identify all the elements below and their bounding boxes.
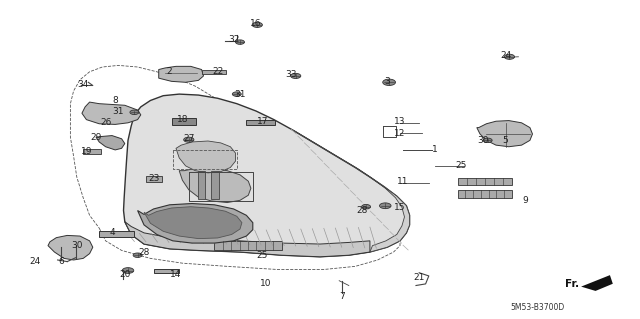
Text: 30: 30 [71, 241, 83, 250]
Bar [458, 190, 512, 198]
Text: 24: 24 [500, 51, 511, 60]
Polygon shape [477, 121, 532, 147]
Text: 28: 28 [138, 248, 150, 256]
Text: 12: 12 [394, 130, 406, 138]
Text: 5: 5 [503, 136, 508, 145]
Bar [458, 178, 512, 185]
Polygon shape [179, 168, 251, 203]
Bar [154, 269, 179, 273]
Bar [246, 120, 275, 125]
Circle shape [483, 138, 492, 143]
Text: 14: 14 [170, 270, 182, 279]
Text: 18: 18 [177, 115, 188, 124]
Text: 32: 32 [228, 35, 239, 44]
Text: 27: 27 [183, 134, 195, 143]
Polygon shape [581, 275, 613, 291]
Text: 9: 9 [522, 197, 527, 205]
Polygon shape [176, 141, 236, 173]
Polygon shape [198, 171, 205, 199]
Circle shape [504, 54, 515, 59]
Polygon shape [291, 129, 410, 252]
Text: 5M53-B3700D: 5M53-B3700D [511, 303, 564, 312]
Text: 8: 8 [113, 96, 118, 105]
Text: 21: 21 [413, 273, 425, 282]
Text: 20: 20 [119, 270, 131, 279]
Bar [202, 70, 226, 74]
Text: 10: 10 [260, 279, 271, 288]
Text: 25: 25 [257, 251, 268, 260]
Text: 15: 15 [394, 203, 406, 212]
Polygon shape [82, 102, 141, 124]
Polygon shape [96, 136, 125, 150]
Circle shape [133, 253, 142, 257]
Text: 19: 19 [81, 147, 92, 156]
Circle shape [362, 204, 371, 209]
Text: 2: 2 [167, 67, 172, 76]
Circle shape [236, 40, 244, 44]
Circle shape [130, 110, 139, 115]
Text: 7: 7 [340, 292, 345, 301]
Text: 11: 11 [397, 177, 409, 186]
Circle shape [291, 73, 301, 78]
Text: 25: 25 [455, 161, 467, 170]
Text: 33: 33 [285, 70, 297, 79]
Polygon shape [138, 204, 253, 243]
Text: 30: 30 [477, 136, 489, 145]
Text: 13: 13 [394, 117, 406, 126]
Text: 22: 22 [212, 67, 223, 76]
Circle shape [383, 79, 396, 85]
Circle shape [232, 92, 241, 96]
Circle shape [122, 268, 134, 273]
Text: 31: 31 [113, 107, 124, 116]
Polygon shape [48, 235, 93, 260]
Polygon shape [125, 222, 370, 257]
Bar [83, 149, 101, 154]
Bar [172, 118, 196, 125]
Polygon shape [211, 171, 219, 199]
Text: 29: 29 [90, 133, 102, 142]
Text: 1: 1 [433, 145, 438, 154]
Polygon shape [159, 66, 204, 82]
Text: 4: 4 [109, 228, 115, 237]
Bar [99, 231, 134, 237]
Text: 16: 16 [250, 19, 262, 28]
Text: 34: 34 [77, 80, 89, 89]
Circle shape [252, 22, 262, 27]
Text: 23: 23 [148, 174, 159, 183]
Text: 3: 3 [385, 77, 390, 86]
Polygon shape [124, 94, 410, 257]
Text: 28: 28 [356, 206, 367, 215]
Text: Fr.: Fr. [565, 279, 580, 289]
Polygon shape [144, 207, 242, 239]
Text: 6: 6 [58, 257, 63, 266]
Circle shape [184, 137, 194, 142]
Text: 26: 26 [100, 118, 111, 127]
Text: 24: 24 [29, 257, 41, 266]
Bar [146, 176, 162, 182]
Text: 17: 17 [257, 117, 268, 126]
Circle shape [380, 203, 391, 209]
Bar [214, 241, 282, 250]
Text: 31: 31 [234, 90, 246, 99]
